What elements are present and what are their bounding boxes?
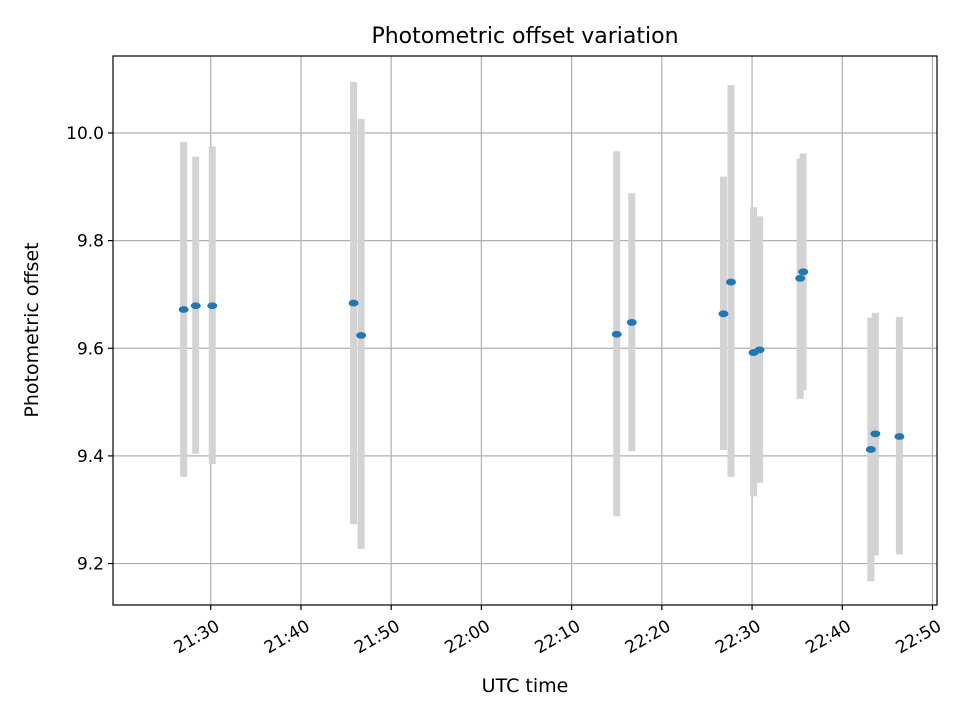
data-point — [718, 310, 729, 318]
data-point — [348, 299, 359, 307]
data-point — [178, 306, 189, 313]
y-tick-label: 9.2 — [77, 555, 104, 575]
y-axis-label: Photometric offset — [21, 242, 43, 417]
y-tick-label: 9.6 — [77, 339, 104, 359]
point-layer — [178, 268, 905, 453]
data-point — [626, 319, 637, 326]
data-point — [798, 268, 809, 276]
data-point — [870, 430, 881, 438]
data-point — [726, 278, 736, 286]
y-tick-label: 10.0 — [66, 124, 104, 144]
data-point — [865, 446, 876, 453]
y-tick-label: 9.4 — [77, 447, 104, 467]
data-point — [207, 302, 218, 310]
data-point — [356, 331, 367, 339]
data-point — [795, 274, 806, 282]
y-tick-label: 9.8 — [77, 232, 104, 252]
x-axis-label: UTC time — [482, 675, 569, 697]
data-point — [190, 302, 201, 310]
data-point — [611, 330, 622, 338]
data-point — [754, 346, 765, 354]
chart-title: Photometric offset variation — [371, 24, 678, 49]
data-point — [894, 433, 905, 440]
plot-frame — [112, 55, 938, 606]
